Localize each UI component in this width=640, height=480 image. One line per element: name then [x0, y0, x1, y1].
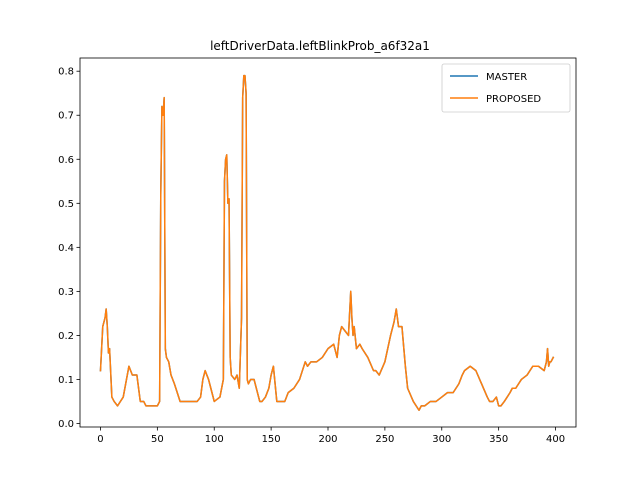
axes-frame — [79, 57, 577, 428]
y-tick-label: 0.6 — [58, 155, 74, 166]
legend-label-master: MASTER — [486, 72, 527, 83]
y-tick-label: 0.3 — [58, 287, 74, 298]
y-tick-label: 0.8 — [58, 67, 74, 78]
axes: 0 50 100 150 200 250 300 350 400 0.0 0.1 0.2 0.3 0.4 0… — [58, 57, 577, 445]
x-tick-label: 250 — [375, 434, 394, 445]
series-line-proposed — [99, 74, 555, 412]
x-tick-label: 100 — [205, 434, 224, 445]
x-tick-label: 300 — [432, 434, 451, 445]
y-tick-label: 0.7 — [58, 111, 74, 122]
plot-area — [99, 74, 555, 412]
legend: MASTER PROPOSED — [441, 63, 571, 113]
x-tick-label: 0 — [97, 434, 103, 445]
x-tick-label: 350 — [489, 434, 508, 445]
legend-label-proposed: PROPOSED — [486, 94, 541, 105]
x-tick-label: 150 — [262, 434, 281, 445]
y-tick-label: 0.2 — [58, 331, 74, 342]
x-tick-label: 50 — [151, 434, 164, 445]
y-tick-label: 0.5 — [58, 199, 74, 210]
chart-title: leftDriverData.leftBlinkProb_a6f32a1 — [210, 39, 430, 53]
y-tick-label: 0.0 — [58, 419, 74, 430]
y-tick-label: 0.1 — [58, 375, 74, 386]
x-tick-label: 200 — [318, 434, 337, 445]
x-tick-label: 400 — [546, 434, 565, 445]
y-tick-label: 0.4 — [58, 243, 74, 254]
